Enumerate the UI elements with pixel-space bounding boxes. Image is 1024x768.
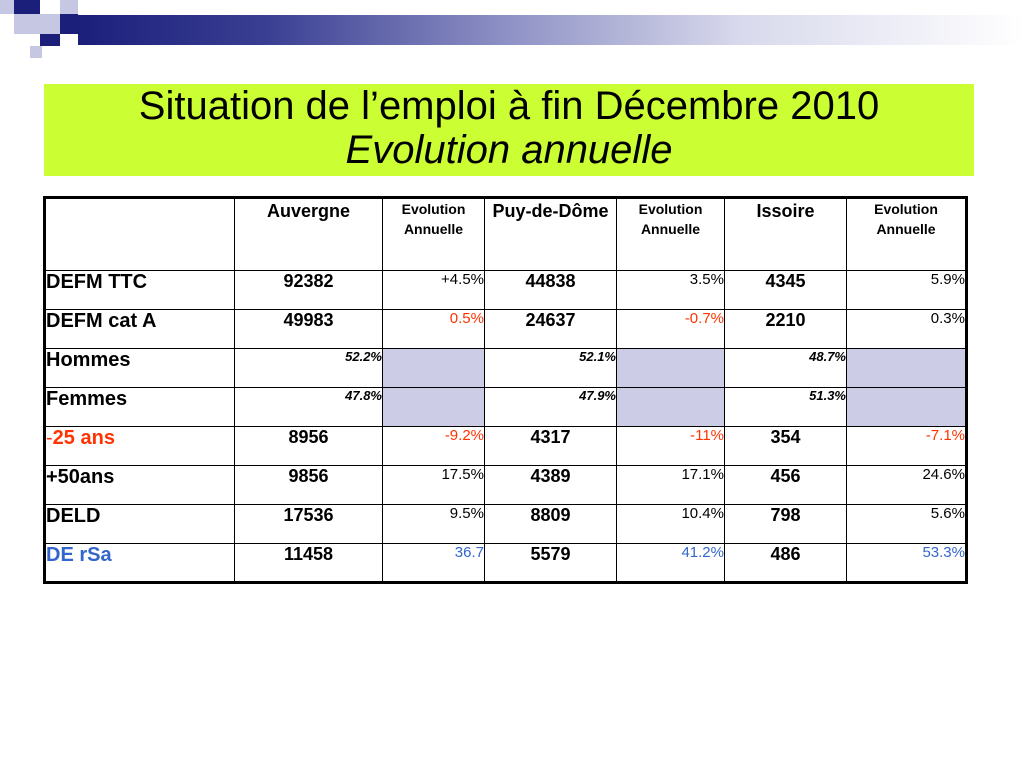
row-label: DE rSa	[44, 543, 235, 583]
table-cell: 52.1%	[484, 348, 617, 388]
table-cell: 486	[724, 543, 847, 583]
row-label: +50ans	[44, 465, 235, 505]
row-label: Femmes	[44, 387, 235, 427]
row-label: DEFM cat A	[44, 309, 235, 349]
table-row: DELD 17536 9.5% 8809 10.4% 798 5.6%	[44, 504, 967, 544]
table-cell: 4345	[724, 270, 847, 310]
row-label-prefix: -	[46, 427, 53, 449]
row-label: -25 ans	[44, 426, 235, 466]
table-cell: 456	[724, 465, 847, 505]
table-cell: 44838	[484, 270, 617, 310]
table-cell	[616, 387, 725, 427]
table-header-row: Auvergne Evolution Annuelle Puy-de-Dôme …	[44, 197, 967, 271]
table-cell: 8809	[484, 504, 617, 544]
header-cell: Issoire	[724, 197, 847, 271]
table-cell: 9856	[234, 465, 383, 505]
table-cell: 49983	[234, 309, 383, 349]
table-cell: 9.5%	[382, 504, 485, 544]
decor-square	[14, 0, 40, 14]
table-row: DEFM TTC 92382 +4.5% 44838 3.5% 4345 5.9…	[44, 270, 967, 310]
table-row: Femmes 47.8% 47.9% 51.3%	[44, 387, 967, 427]
row-label: DELD	[44, 504, 235, 544]
table-row: -25 ans 8956 -9.2% 4317 -11% 354 -7.1%	[44, 426, 967, 466]
table-cell: 17.5%	[382, 465, 485, 505]
table-cell: 8956	[234, 426, 383, 466]
table-row: DE rSa 11458 36.7 5579 41.2% 486 53.3%	[44, 543, 967, 583]
table-cell: 3.5%	[616, 270, 725, 310]
table-cell: 4389	[484, 465, 617, 505]
decor-square	[40, 14, 60, 34]
row-label-text: 25 ans	[52, 427, 115, 449]
row-label: DEFM TTC	[44, 270, 235, 310]
table-row: +50ans 9856 17.5% 4389 17.1% 456 24.6%	[44, 465, 967, 505]
decor-square	[60, 14, 78, 34]
table-cell	[616, 348, 725, 388]
row-label: Hommes	[44, 348, 235, 388]
table-cell: 0.3%	[846, 309, 967, 349]
table-cell: -0.7%	[616, 309, 725, 349]
slide-title: Situation de l’emploi à fin Décembre 201…	[138, 84, 880, 128]
header-cell: Puy-de-Dôme	[484, 197, 617, 271]
table-cell: 5579	[484, 543, 617, 583]
table-cell	[382, 387, 485, 427]
decor-square	[14, 14, 40, 34]
header-cell: Evolution Annuelle	[846, 197, 967, 271]
header-cell: Evolution Annuelle	[616, 197, 725, 271]
slide-subtitle: Evolution annuelle	[345, 128, 673, 172]
table-cell: 5.9%	[846, 270, 967, 310]
table-cell: 17.1%	[616, 465, 725, 505]
table-cell: 51.3%	[724, 387, 847, 427]
decor-square	[40, 34, 60, 46]
table-cell	[382, 348, 485, 388]
table-cell: 48.7%	[724, 348, 847, 388]
table-cell: -7.1%	[846, 426, 967, 466]
decor-gradient-bar	[78, 15, 1024, 45]
table-cell: 41.2%	[616, 543, 725, 583]
table-cell: 10.4%	[616, 504, 725, 544]
table-cell: 52.2%	[234, 348, 383, 388]
table-cell: 354	[724, 426, 847, 466]
decor-square	[0, 0, 14, 14]
decor-square	[60, 0, 78, 14]
header-cell: Auvergne	[234, 197, 383, 271]
table-cell: 17536	[234, 504, 383, 544]
table-cell: 2210	[724, 309, 847, 349]
table-cell: 11458	[234, 543, 383, 583]
decor-square	[30, 46, 42, 58]
table-cell: 47.8%	[234, 387, 383, 427]
table-cell: 4317	[484, 426, 617, 466]
table-cell	[846, 387, 967, 427]
employment-table: Auvergne Evolution Annuelle Puy-de-Dôme …	[43, 196, 968, 584]
table-cell	[846, 348, 967, 388]
table-cell: 47.9%	[484, 387, 617, 427]
table-cell: 92382	[234, 270, 383, 310]
table-cell: +4.5%	[382, 270, 485, 310]
table-cell: 798	[724, 504, 847, 544]
table-cell: 5.6%	[846, 504, 967, 544]
table-cell: 24.6%	[846, 465, 967, 505]
table-cell: -11%	[616, 426, 725, 466]
table-cell: 53.3%	[846, 543, 967, 583]
table-cell: 36.7	[382, 543, 485, 583]
table-cell: 0.5%	[382, 309, 485, 349]
header-cell	[44, 197, 235, 271]
title-banner: Situation de l’emploi à fin Décembre 201…	[44, 84, 974, 176]
header-cell: Evolution Annuelle	[382, 197, 485, 271]
table-cell: -9.2%	[382, 426, 485, 466]
table-row: Hommes 52.2% 52.1% 48.7%	[44, 348, 967, 388]
table-cell: 24637	[484, 309, 617, 349]
table-row: DEFM cat A 49983 0.5% 24637 -0.7% 2210 0…	[44, 309, 967, 349]
